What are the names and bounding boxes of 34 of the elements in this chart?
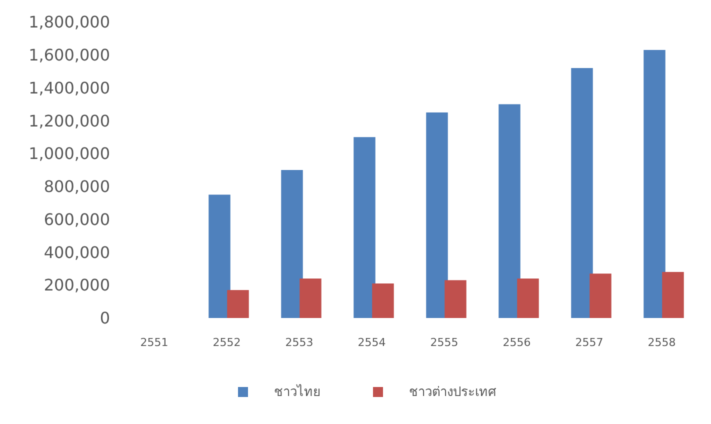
bar — [426, 112, 448, 318]
y-tick-label: 200,000 — [44, 276, 110, 295]
bar — [208, 194, 230, 318]
y-tick-label: 400,000 — [44, 242, 110, 262]
bar — [281, 170, 303, 318]
x-tick-label: 2554 — [358, 336, 386, 349]
x-tick-label: 2551 — [140, 336, 168, 349]
y-tick-label: 600,000 — [44, 210, 110, 229]
x-tick-label: 2552 — [212, 336, 241, 349]
y-tick-label: 1,600,000 — [28, 45, 110, 64]
bar — [300, 278, 322, 318]
y-tick-label: 1,400,000 — [28, 78, 110, 98]
x-tick-label: 2553 — [285, 336, 314, 349]
x-tick-label: 2556 — [502, 336, 531, 349]
y-tick-label: 0 — [100, 308, 110, 328]
legend-label: ชาวต่างประเทศ — [409, 385, 497, 400]
bar — [372, 283, 394, 318]
x-tick-label: 2558 — [648, 336, 676, 349]
bar — [644, 50, 666, 318]
y-tick-label: 1,800,000 — [28, 12, 110, 32]
y-tick-label: 800,000 — [44, 177, 110, 196]
x-tick-label: 2555 — [430, 336, 458, 349]
bar — [498, 104, 520, 318]
bar — [571, 68, 593, 318]
bar — [444, 280, 466, 318]
bar — [227, 290, 249, 318]
bar — [354, 137, 376, 318]
y-tick-label: 1,000,000 — [28, 144, 110, 164]
x-tick-label: 2557 — [575, 336, 604, 349]
bar — [590, 274, 612, 318]
y-tick-label: 1,200,000 — [28, 111, 110, 130]
legend-label: ชาวไทย — [274, 384, 321, 400]
bar — [662, 272, 684, 318]
bar — [517, 278, 539, 318]
